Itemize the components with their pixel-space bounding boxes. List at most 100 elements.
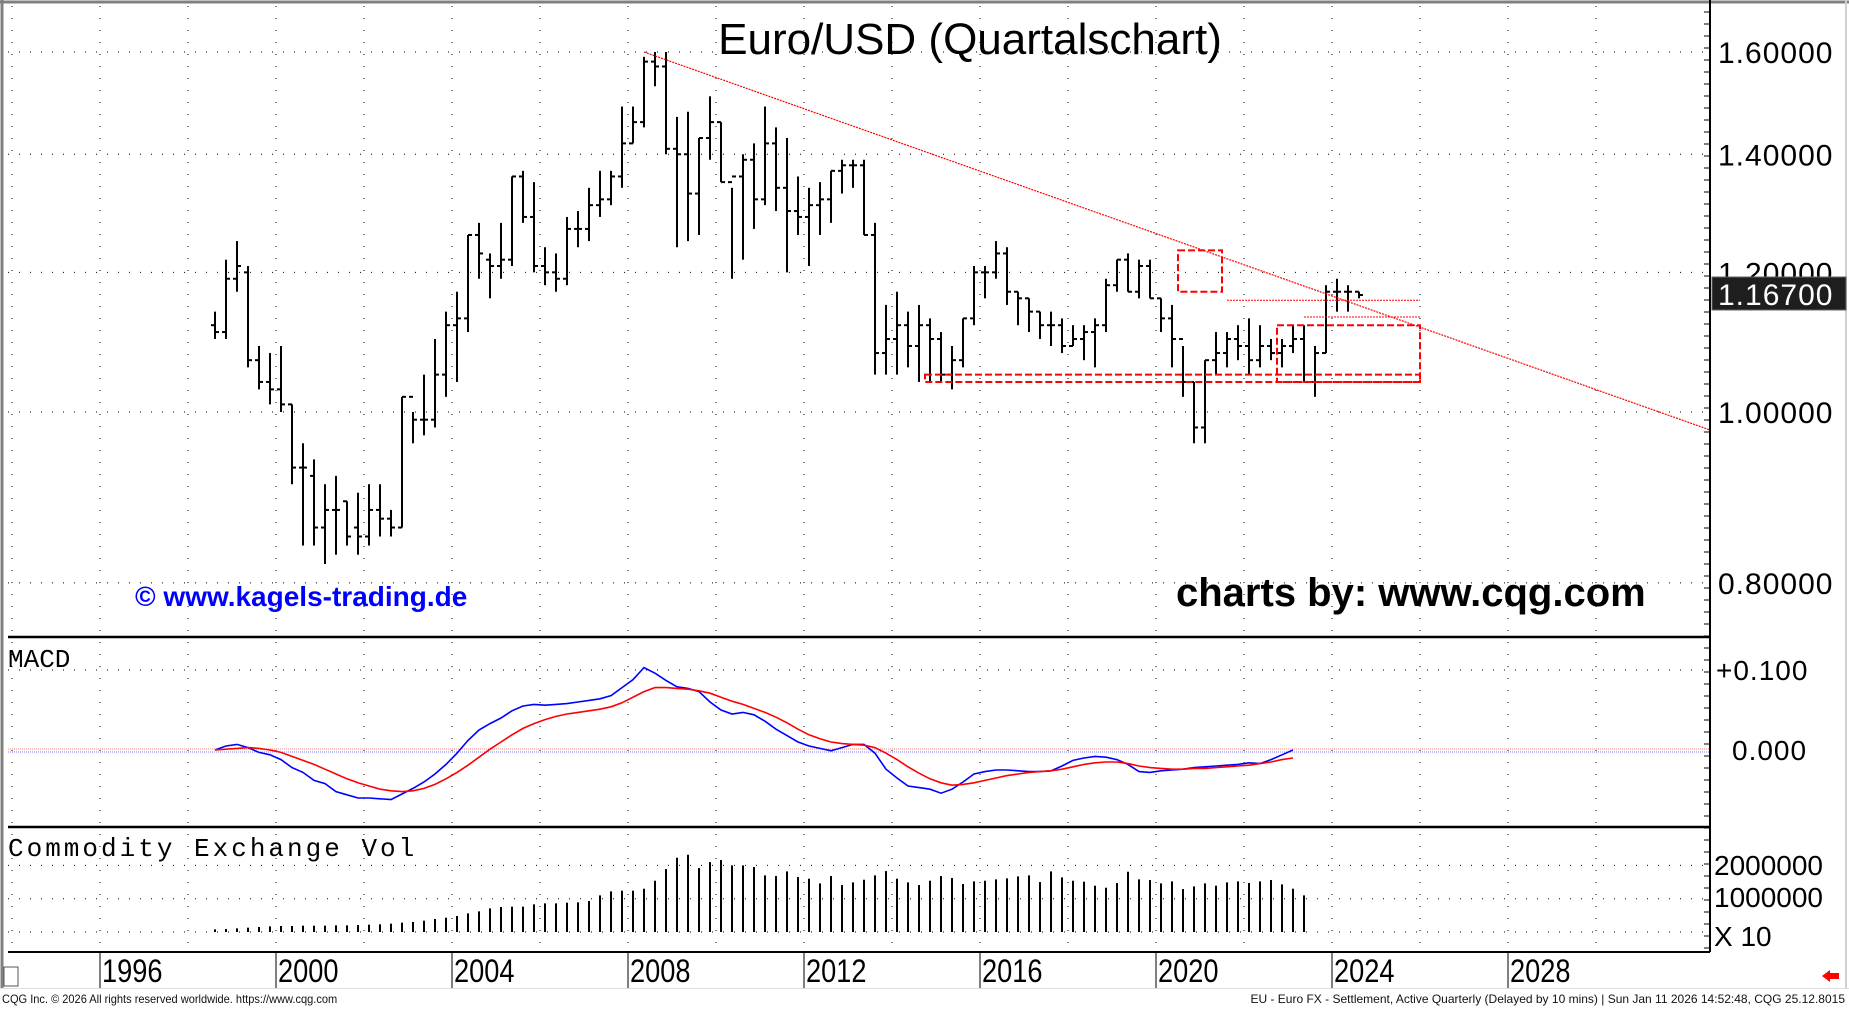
ohlc-bar	[926, 318, 934, 382]
ohlc-bar	[607, 170, 615, 206]
ohlc-bar	[1289, 325, 1297, 354]
chart-title: Euro/USD (Quartalschart)	[718, 15, 1222, 64]
ohlc-bar	[1245, 318, 1253, 375]
ohlc-bar	[343, 500, 351, 546]
ohlc-bar	[508, 175, 516, 266]
ohlc-bar	[1157, 297, 1165, 333]
ohlc-bar	[673, 116, 681, 248]
ohlc-bar	[1058, 318, 1066, 354]
ohlc-bar	[728, 175, 736, 279]
ohlc-bar	[1267, 338, 1275, 361]
ohlc-bar	[376, 484, 384, 537]
ohlc-bar	[288, 403, 296, 485]
ohlc-bar	[871, 222, 879, 375]
ohlc-bar	[299, 443, 307, 546]
ohlc-bar	[750, 143, 758, 229]
ohlc-bar	[464, 233, 472, 333]
macd-axis-label: 0.000	[1732, 735, 1807, 766]
volume-panel-label: Commodity Exchange Vol	[8, 834, 417, 864]
macd-axis-label: +0.100	[1716, 655, 1808, 686]
ohlc-bar	[563, 216, 571, 286]
ohlc-bar	[1124, 253, 1132, 293]
ohlc-bars	[211, 51, 1363, 565]
ohlc-bar	[277, 345, 285, 412]
support-band	[924, 373, 1421, 383]
macd-lines	[8, 666, 1710, 801]
volume-multiplier-label: X 10	[1714, 921, 1772, 952]
annotations	[643, 51, 1711, 431]
ohlc-bar	[739, 154, 747, 260]
copyright-footer: CQG Inc. © 2026 All rights reserved worl…	[2, 992, 338, 1006]
ohlc-bar	[849, 159, 857, 188]
ohlc-bar	[420, 374, 428, 436]
ohlc-bar	[651, 51, 659, 87]
x-axis-label: 2028	[1510, 954, 1570, 990]
ohlc-bar	[211, 311, 219, 339]
x-axis-label: 2020	[1158, 954, 1218, 990]
ohlc-bar	[1278, 338, 1286, 368]
watermark-cqg: charts by: www.cqg.com	[1176, 571, 1646, 615]
ohlc-bar	[574, 211, 582, 248]
ohlc-bar	[893, 291, 901, 375]
ohlc-bar	[497, 222, 505, 279]
ohlc-bar	[1355, 290, 1363, 299]
ohlc-bar	[1256, 325, 1264, 368]
ohlc-bar	[1322, 285, 1330, 355]
ohlc-bar	[1135, 259, 1143, 299]
ohlc-bar	[1113, 258, 1121, 292]
x-axis-labels: 1996 2000 2004 2008 2012 2016 2020 2024 2028	[99, 952, 1570, 990]
volume-axis-label: 1000000	[1714, 882, 1823, 913]
x-axis-label: 2000	[278, 954, 338, 990]
ohlc-bar	[266, 353, 274, 405]
ohlc-bar	[398, 395, 406, 529]
ohlc-bar	[475, 222, 483, 279]
ohlc-bar	[222, 259, 230, 339]
resistance-trendline	[643, 51, 1711, 431]
volume-axis-label: 2000000	[1714, 850, 1823, 881]
range-box	[1177, 249, 1223, 293]
last-price-label: 1.16700	[1718, 279, 1833, 312]
ohlc-bar	[794, 176, 802, 235]
ohlc-bar	[915, 304, 923, 382]
ohlc-bar	[310, 459, 318, 546]
ohlc-bar	[1168, 304, 1176, 368]
ohlc-bar	[860, 159, 868, 236]
ohlc-bar	[816, 182, 824, 235]
ohlc-bar	[431, 338, 439, 428]
ohlc-bar	[1003, 247, 1011, 305]
ohlc-bar	[717, 121, 725, 184]
status-bar	[0, 988, 1849, 1009]
price-axis-label: 0.80000	[1718, 568, 1833, 601]
ohlc-bar	[695, 137, 703, 235]
signal-line	[214, 686, 1294, 793]
ohlc-bar	[761, 106, 769, 206]
ohlc-bar	[585, 187, 593, 242]
x-axis-label: 2008	[630, 954, 690, 990]
ohlc-bar	[805, 187, 813, 266]
ohlc-bar	[1091, 318, 1099, 368]
ohlc-bar	[332, 475, 340, 555]
volume-bars	[214, 854, 1305, 932]
x-axis-label: 2004	[454, 954, 514, 990]
ohlc-bar	[1234, 325, 1242, 361]
ohlc-bar	[486, 253, 494, 299]
ohlc-bar	[1333, 278, 1341, 312]
ohlc-bar	[970, 265, 978, 326]
red-arrow-icon	[1822, 970, 1839, 982]
ohlc-bar	[882, 304, 890, 375]
chart-background	[0, 0, 1849, 988]
ohlc-bar	[1146, 259, 1154, 300]
ohlc-bar	[618, 106, 626, 188]
ohlc-bar	[629, 106, 637, 145]
price-axis-label: 1.40000	[1718, 139, 1833, 172]
ohlc-bar	[1102, 278, 1110, 333]
symbol-info-footer: EU - Euro FX - Settlement, Active Quarte…	[1250, 992, 1845, 1006]
ohlc-bar	[959, 317, 967, 368]
ohlc-bar	[1344, 285, 1352, 312]
ohlc-bar	[1212, 332, 1220, 375]
scroll-handle-icon	[3, 966, 19, 987]
ohlc-bar	[827, 169, 835, 223]
ohlc-bar	[552, 253, 560, 292]
